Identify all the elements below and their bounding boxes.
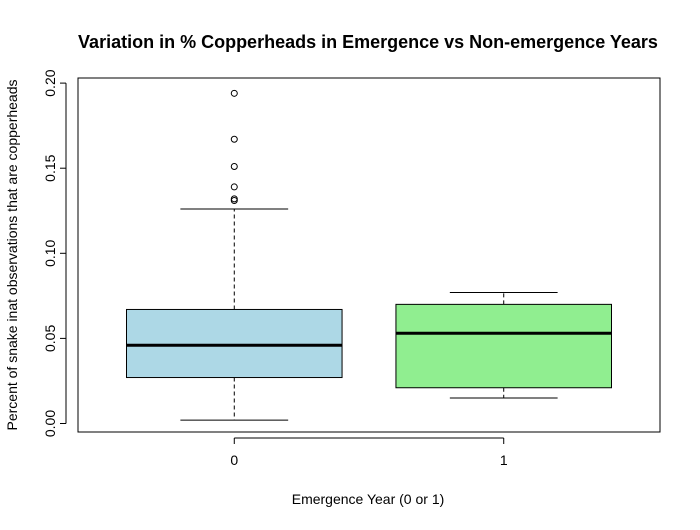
- plot-frame: [77, 77, 661, 433]
- chart-title: Variation in % Copperheads in Emergence …: [78, 32, 658, 52]
- outlier-point: [230, 163, 238, 170]
- box-iqr: [126, 308, 343, 379]
- box-iqr: [395, 303, 613, 389]
- y-tick-label: 0.20: [42, 69, 58, 96]
- x-tick-label: 1: [500, 452, 508, 468]
- box-group: [126, 89, 343, 421]
- y-tick-label: 0.10: [42, 239, 58, 266]
- y-axis-label: Percent of snake inat observations that …: [4, 80, 20, 431]
- x-axis-label: Emergence Year (0 or 1): [292, 491, 445, 507]
- y-tick-label: 0.00: [42, 410, 58, 437]
- outlier-point: [230, 195, 238, 203]
- boxes: [126, 89, 613, 421]
- outlier-point: [230, 135, 238, 143]
- x-tick-label: 0: [230, 452, 238, 468]
- outlier-point: [230, 89, 238, 97]
- box-group: [395, 291, 613, 399]
- y-tick-label: 0.05: [42, 325, 58, 352]
- outlier-point: [230, 183, 238, 191]
- y-axis: 0.00 0.05 0.10 0.15 0.20: [42, 69, 67, 437]
- y-tick-label: 0.15: [42, 154, 58, 181]
